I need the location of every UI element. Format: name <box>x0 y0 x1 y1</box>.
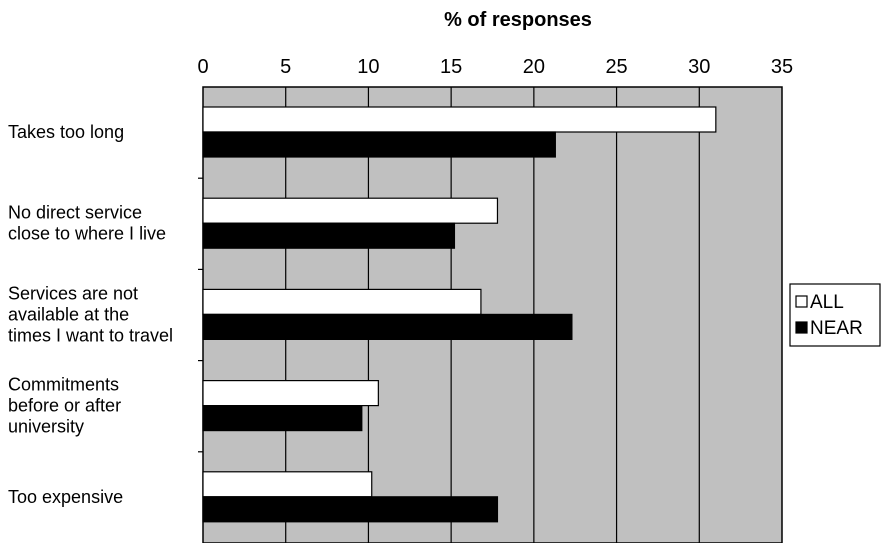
bar-all <box>202 197 499 224</box>
bar-near <box>202 222 456 249</box>
category-label: No direct service close to where I live <box>8 203 166 244</box>
bar-near <box>202 496 499 523</box>
plot-area <box>198 86 783 543</box>
bar-all <box>202 288 482 315</box>
category-label: Too expensive <box>8 487 123 507</box>
category-label-line: Services are not <box>8 283 138 303</box>
x-tick-label: 15 <box>440 56 462 78</box>
category-label-line: Takes too long <box>8 122 124 142</box>
x-tick-label: 0 <box>197 56 208 78</box>
bar-near <box>202 405 363 432</box>
x-tick-label: 25 <box>605 56 627 78</box>
category-label-line: before or after <box>8 396 121 416</box>
legend-box <box>789 283 881 347</box>
category-label-line: Too expensive <box>8 487 123 507</box>
category-label: Services are not available at the times I … <box>8 283 173 345</box>
bar-near <box>202 131 556 158</box>
x-tick-label: 10 <box>357 56 379 78</box>
bar-near <box>202 313 573 340</box>
legend: ALL NEAR <box>789 283 881 347</box>
x-axis-ticks: 0 5 10 15 20 25 30 35 <box>197 56 793 78</box>
bar-all <box>202 106 717 133</box>
category-label: Commitments before or after university <box>8 375 121 437</box>
category-label-line: times I want to travel <box>8 325 173 345</box>
x-tick-label: 30 <box>688 56 710 78</box>
category-label-line: No direct service <box>8 203 142 223</box>
bar-all <box>202 380 379 407</box>
legend-swatch-all <box>795 295 808 308</box>
category-label-line: available at the <box>8 304 129 324</box>
x-tick-label: 35 <box>771 56 793 78</box>
category-label-line: close to where I live <box>8 224 166 244</box>
chart-title: % of responses <box>444 9 592 31</box>
category-label: Takes too long <box>8 122 124 142</box>
category-label-line: Commitments <box>8 375 119 395</box>
category-label-line: university <box>8 417 84 437</box>
x-tick-label: 5 <box>280 56 291 78</box>
legend-swatch-near <box>795 321 808 334</box>
x-tick-label: 20 <box>523 56 545 78</box>
legend-label-all: ALL <box>810 292 844 313</box>
legend-label-near: NEAR <box>810 318 863 339</box>
category-labels: Takes too long No direct service close to … <box>8 122 173 507</box>
bar-all <box>202 471 373 498</box>
